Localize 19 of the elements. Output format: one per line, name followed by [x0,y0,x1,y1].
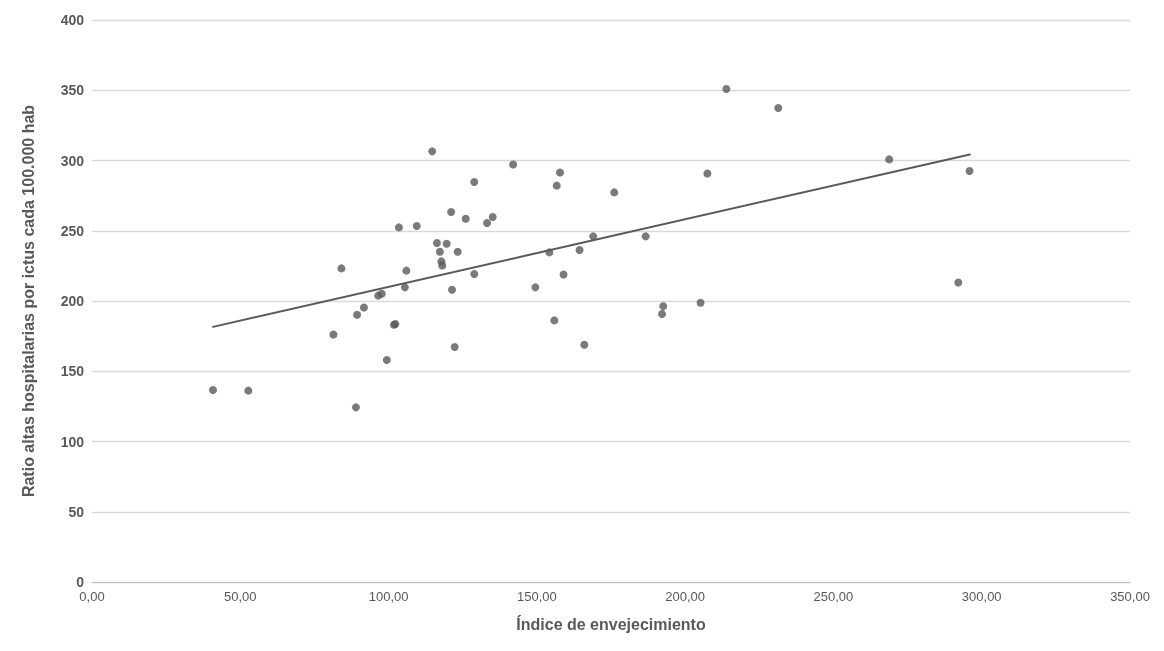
x-axis-title: Índice de envejecimiento [516,614,706,633]
x-tick-label: 100,00 [368,589,409,604]
x-tick-label: 300,00 [961,589,1002,604]
y-tick-label: 250 [60,222,85,239]
x-tick-label: 50,00 [224,589,257,604]
y-tick-label: 400 [60,12,85,28]
x-tick-label: 200,00 [665,589,706,604]
y-tick-label: 150 [60,363,85,380]
x-tick-label: 250,00 [813,589,854,604]
x-tick-label: 350,00 [1110,589,1150,604]
y-tick-label: 0 [76,574,85,590]
x-tick-label: 150,00 [516,589,557,604]
y-tick-label: 350 [60,82,85,99]
y-tick-label: 100 [60,433,85,450]
y-tick-label: 300 [60,152,85,169]
y-axis-title: Ratio altas hospitalarias por ictus cada 100.000 hab [19,104,37,498]
x-tick-label: 0,00 [79,589,105,604]
y-tick-label: 50 [68,503,85,520]
y-tick-label: 200 [60,293,85,309]
